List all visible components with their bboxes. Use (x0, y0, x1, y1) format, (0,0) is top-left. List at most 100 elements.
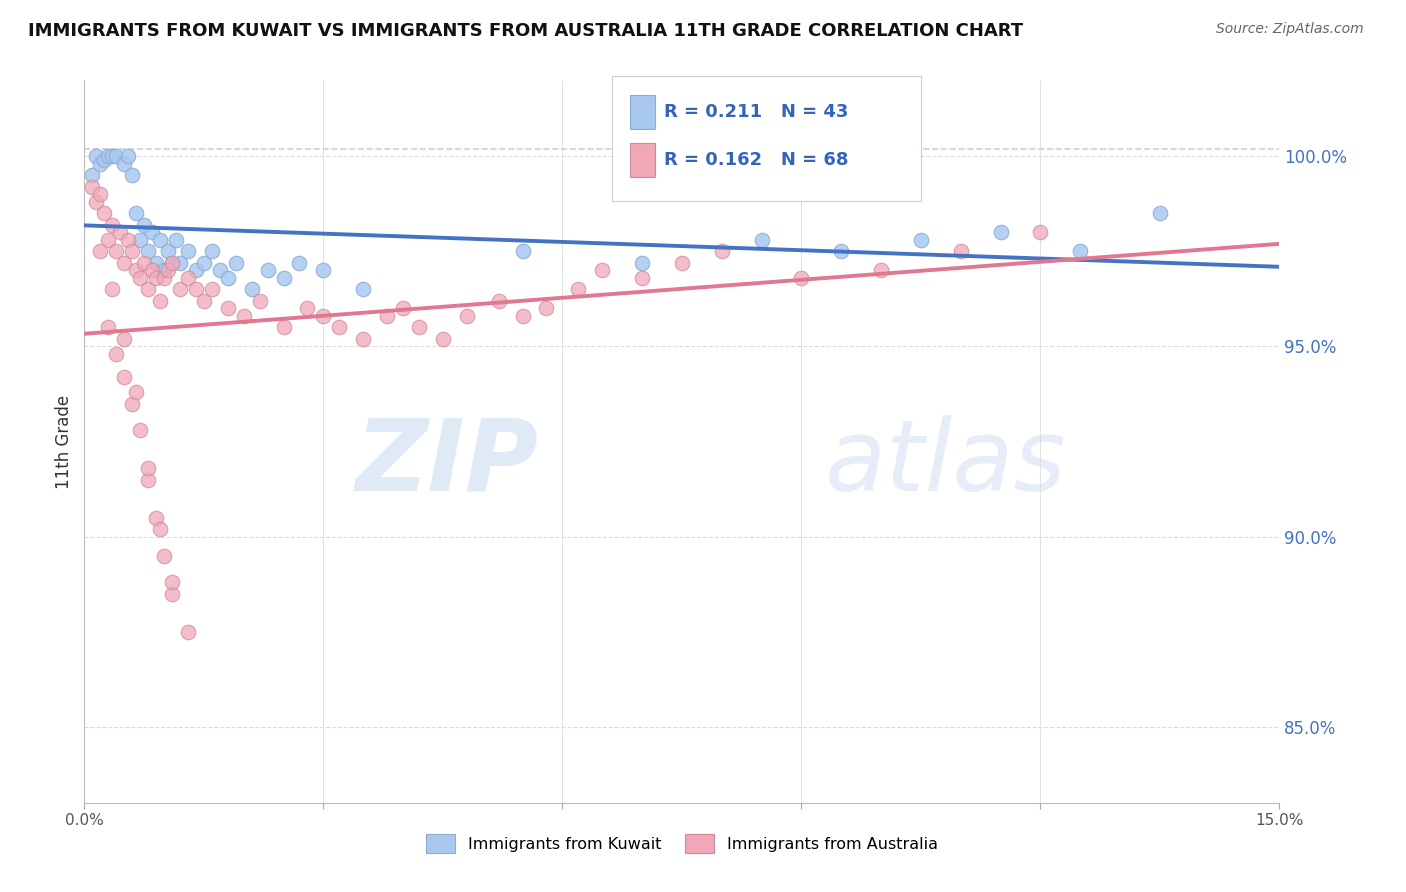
Point (240, 282, 263, 296)
Point (273, 320, 295, 334)
Point (160, 575, 183, 590)
Point (101, 282, 124, 296)
Point (121, 169, 143, 183)
Point (145, 510, 167, 524)
Point (631, 271, 654, 285)
Point (112, 157, 135, 171)
Point (97, 149, 120, 163)
Text: ZIP: ZIP (356, 415, 538, 512)
Point (89, 187, 111, 202)
Point (432, 332, 454, 346)
Point (125, 385, 148, 400)
Point (89, 157, 111, 171)
Point (456, 309, 478, 323)
Point (591, 263, 613, 277)
Point (249, 293, 271, 308)
Point (149, 293, 172, 308)
Point (184, 282, 207, 296)
Point (1069, 244, 1091, 259)
Point (232, 309, 254, 323)
Point (101, 218, 124, 232)
Point (488, 293, 510, 308)
Point (870, 263, 893, 277)
Point (217, 271, 239, 285)
Point (97, 320, 120, 334)
Point (129, 271, 152, 285)
Point (352, 282, 374, 296)
Point (297, 301, 319, 316)
Point (110, 226, 132, 240)
Point (101, 149, 124, 163)
Point (169, 282, 191, 296)
Point (129, 233, 152, 247)
Point (512, 309, 534, 323)
Point (121, 396, 143, 410)
Point (408, 320, 430, 334)
Point (157, 244, 180, 259)
Point (149, 522, 172, 536)
Point (375, 309, 398, 323)
Text: atlas: atlas (825, 415, 1067, 512)
Point (117, 233, 139, 247)
Point (208, 263, 231, 277)
Point (93, 153, 115, 168)
Point (82, 169, 104, 183)
Point (153, 263, 176, 277)
Text: Source: ZipAtlas.com: Source: ZipAtlas.com (1216, 22, 1364, 37)
Legend: Immigrants from Kuwait, Immigrants from Australia: Immigrants from Kuwait, Immigrants from … (420, 828, 943, 860)
Point (217, 301, 239, 316)
Point (165, 233, 187, 247)
Point (177, 244, 200, 259)
Point (312, 263, 335, 277)
Y-axis label: 11th Grade: 11th Grade (55, 394, 73, 489)
Point (177, 271, 200, 285)
Point (193, 293, 215, 308)
Point (136, 473, 159, 487)
Point (710, 244, 733, 259)
Point (82, 179, 104, 194)
Point (352, 332, 374, 346)
Point (201, 244, 224, 259)
Point (392, 301, 415, 316)
Point (160, 256, 183, 270)
Point (136, 461, 159, 475)
Point (273, 271, 295, 285)
Point (1029, 226, 1052, 240)
Point (160, 256, 183, 270)
Point (141, 226, 163, 240)
Point (990, 226, 1012, 240)
Point (830, 244, 852, 259)
Point (567, 282, 589, 296)
Point (141, 263, 163, 277)
Point (153, 549, 176, 563)
Point (631, 256, 654, 270)
Text: R = 0.211   N = 43: R = 0.211 N = 43 (664, 103, 848, 121)
Point (112, 370, 135, 384)
Point (145, 256, 167, 270)
Point (121, 244, 143, 259)
Point (89, 244, 111, 259)
Point (125, 263, 148, 277)
Point (671, 256, 693, 270)
Point (512, 244, 534, 259)
Point (312, 309, 335, 323)
Point (105, 149, 128, 163)
Point (105, 244, 128, 259)
Point (132, 256, 156, 270)
Point (288, 256, 311, 270)
Point (145, 271, 167, 285)
Point (177, 624, 200, 639)
Point (949, 244, 972, 259)
Point (751, 233, 773, 247)
Point (129, 423, 152, 437)
Text: IMMIGRANTS FROM KUWAIT VS IMMIGRANTS FROM AUSTRALIA 11TH GRADE CORRELATION CHART: IMMIGRANTS FROM KUWAIT VS IMMIGRANTS FRO… (28, 22, 1024, 40)
Point (97, 233, 120, 247)
Text: R = 0.162   N = 68: R = 0.162 N = 68 (664, 151, 848, 169)
Point (112, 256, 135, 270)
Point (169, 256, 191, 270)
Point (160, 587, 183, 601)
Point (910, 233, 932, 247)
Point (93, 206, 115, 220)
Point (790, 271, 813, 285)
Point (117, 149, 139, 163)
